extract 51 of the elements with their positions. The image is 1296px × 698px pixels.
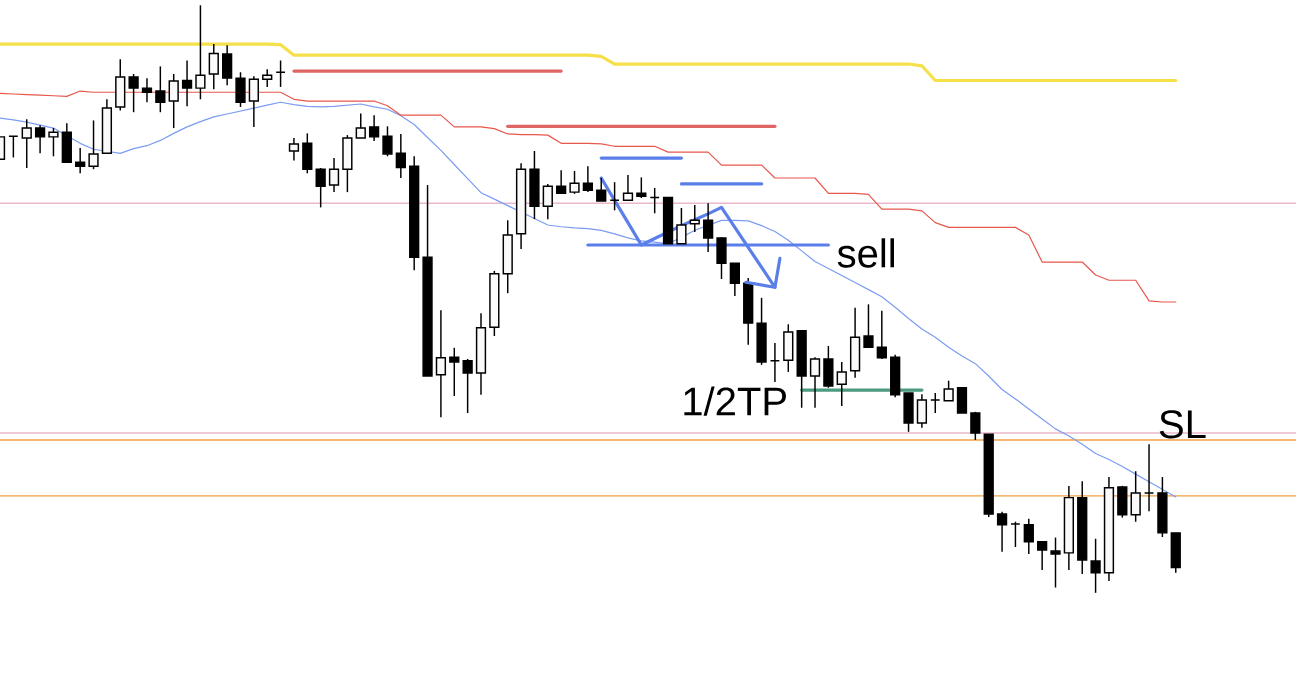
candlestick: [181, 59, 193, 108]
candlestick: [262, 68, 273, 88]
candlestick: [141, 77, 153, 103]
candlestick: [315, 167, 326, 209]
candlestick: [195, 4, 206, 101]
candlestick: [288, 137, 300, 162]
candlestick: [636, 176, 647, 199]
candlestick: [970, 411, 981, 441]
candlestick: [863, 303, 874, 348]
candlestick: [368, 114, 380, 142]
candlestick: [128, 73, 139, 113]
candlestick: [355, 112, 366, 139]
candlestick: [542, 183, 553, 220]
candlestick: [395, 133, 406, 179]
candlestick: [48, 127, 59, 158]
candlestick: [569, 170, 580, 195]
candlestick: [996, 510, 1008, 553]
candlestick: [836, 361, 847, 407]
candlestick: [622, 174, 634, 202]
candlestick: [943, 379, 954, 402]
candlestick: [1130, 470, 1141, 523]
candlestick: [328, 157, 340, 193]
candlestick: [462, 358, 473, 414]
candlestick: [382, 125, 393, 158]
candlestick: [168, 73, 179, 129]
legend-label: sell: [837, 238, 894, 268]
candlestick: [916, 393, 928, 429]
candlestick: [582, 165, 594, 193]
candlestick: [689, 204, 700, 233]
candlestick: [1023, 518, 1034, 555]
candlestick: [155, 65, 166, 113]
candlestick: [809, 356, 821, 409]
candlestick: [208, 43, 219, 91]
candlestick: [34, 124, 46, 155]
candlestick: [1050, 536, 1061, 589]
candlestick: [729, 262, 740, 297]
candlestick: [75, 147, 86, 175]
candlestick: [449, 347, 460, 397]
candlestick: [876, 310, 887, 360]
candlestick: [702, 202, 714, 253]
candlestick: [676, 207, 687, 245]
candlestick: [435, 309, 447, 418]
candlestick: [1037, 540, 1048, 571]
candlestick: [1090, 538, 1101, 594]
candlestick: [21, 118, 32, 169]
ref-line-label: SL: [1159, 410, 1206, 439]
candlestick: [88, 119, 99, 170]
candlestick: [556, 169, 567, 195]
series-label: 1/2TP: [684, 386, 786, 416]
candlestick: [596, 177, 607, 202]
candlestick: [248, 75, 260, 128]
